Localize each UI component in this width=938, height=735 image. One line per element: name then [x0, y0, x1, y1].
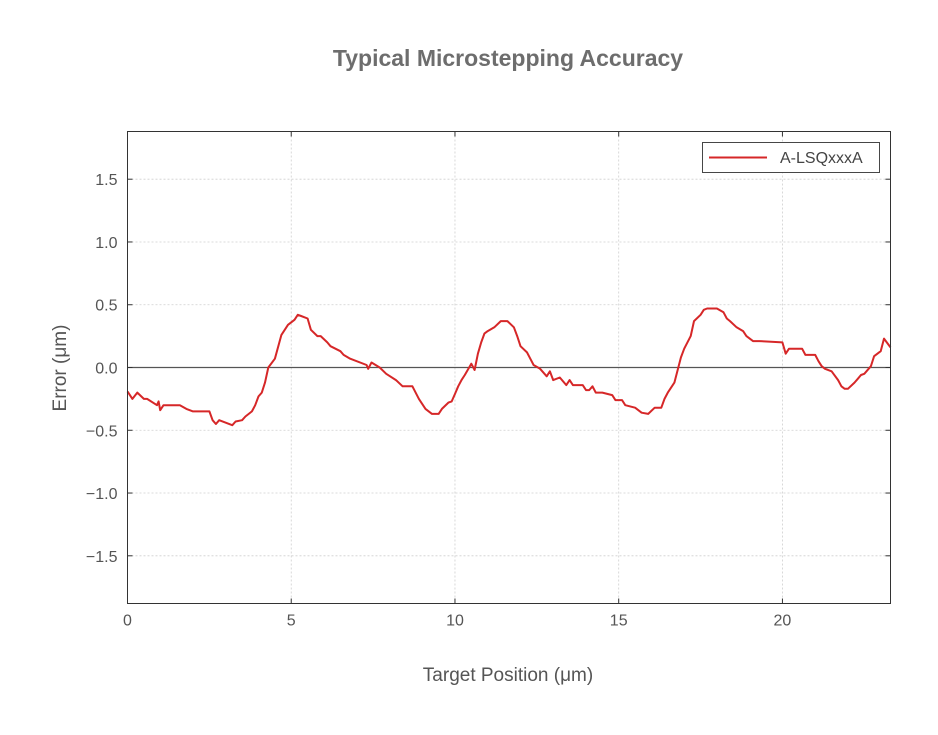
- chart-title: Typical Microstepping Accuracy: [333, 45, 683, 71]
- x-tick-label: 0: [123, 613, 132, 630]
- x-tick-label: 5: [287, 613, 296, 630]
- legend-label: A-LSQxxxA: [780, 150, 863, 167]
- y-tick-label: −0.5: [86, 423, 118, 440]
- legend: A-LSQxxxA: [702, 142, 880, 173]
- y-tick-layer: 1.5 1.0 0.5 0.0 −0.5 −1.0 −1.5: [86, 172, 891, 566]
- series-layer: [126, 307, 892, 427]
- x-tick-label: 20: [774, 613, 792, 630]
- y-tick-label: −1.0: [86, 486, 118, 503]
- x-tick-label: 15: [610, 613, 628, 630]
- x-tick-layer: 0 5 10 15 20: [123, 131, 792, 630]
- y-axis-label: Error (μm): [50, 325, 71, 412]
- y-tick-label: −1.5: [86, 549, 118, 566]
- y-tick-label: 0.0: [95, 361, 117, 378]
- y-tick-label: 1.0: [95, 235, 117, 252]
- series-line: [126, 307, 892, 427]
- y-tick-label: 0.5: [95, 298, 117, 315]
- x-tick-label: 10: [446, 613, 464, 630]
- y-tick-label: 1.5: [95, 172, 117, 189]
- x-axis-label: Target Position (μm): [423, 665, 593, 686]
